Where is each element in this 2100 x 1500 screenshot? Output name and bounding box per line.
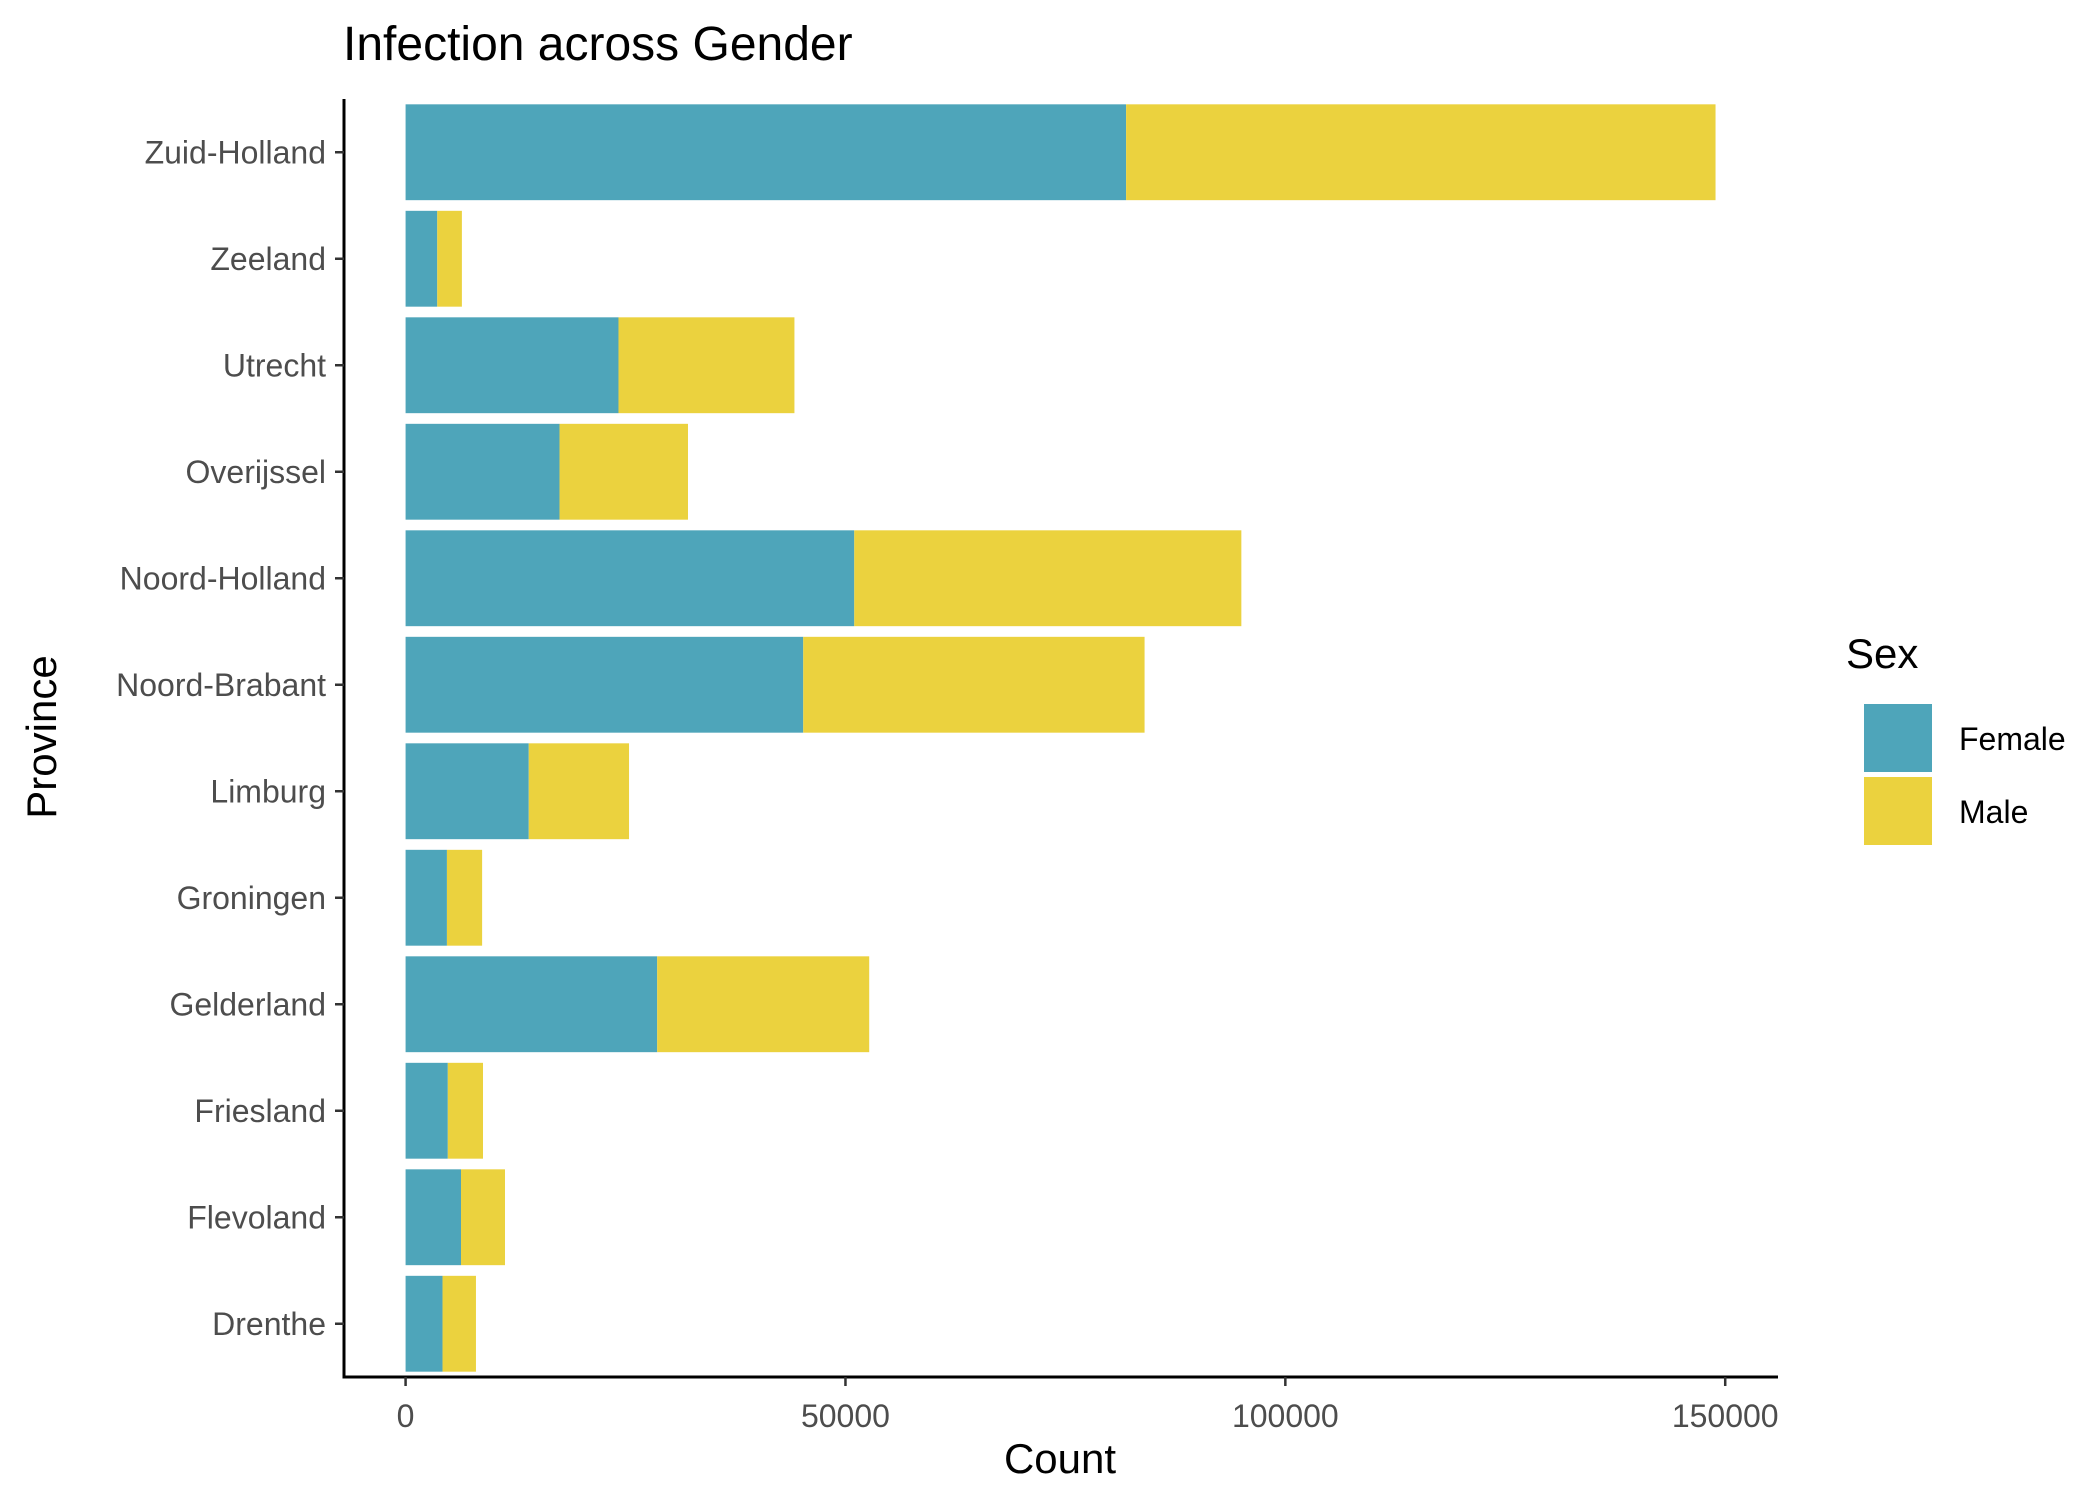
x-axis-title: Count bbox=[1004, 1435, 1116, 1482]
y-tick-label: Overijssel bbox=[186, 454, 326, 490]
bar-male-friesland bbox=[447, 1062, 484, 1159]
x-tick-label: 150000 bbox=[1672, 1398, 1779, 1434]
bar-female-flevoland bbox=[405, 1169, 462, 1266]
bar-female-noord-holland bbox=[405, 530, 855, 627]
bar-female-gelderland bbox=[405, 956, 658, 1053]
legend-title: Sex bbox=[1846, 630, 1918, 677]
bar-male-zeeland bbox=[437, 210, 462, 307]
chart-title: Infection across Gender bbox=[343, 18, 853, 71]
bar-male-limburg bbox=[528, 743, 630, 840]
y-tick-label: Gelderland bbox=[169, 986, 326, 1022]
y-tick-label: Flevoland bbox=[187, 1199, 326, 1235]
bar-male-zuid-holland bbox=[1126, 104, 1716, 201]
bar-female-noord-brabant bbox=[405, 636, 804, 733]
bar-female-utrecht bbox=[405, 317, 619, 414]
legend-label-female: Female bbox=[1959, 721, 2066, 757]
x-tick-label: 0 bbox=[397, 1398, 415, 1434]
bar-female-zuid-holland bbox=[405, 104, 1127, 201]
x-tick-label: 100000 bbox=[1232, 1398, 1339, 1434]
bar-male-overijssel bbox=[559, 423, 688, 520]
bar-male-flevoland bbox=[461, 1169, 505, 1266]
y-tick-label: Zuid-Holland bbox=[145, 134, 326, 170]
y-tick-label: Noord-Brabant bbox=[116, 667, 326, 703]
bar-female-zeeland bbox=[405, 210, 438, 307]
bar-female-overijssel bbox=[405, 423, 560, 520]
legend-key-female bbox=[1864, 704, 1932, 772]
y-tick-label: Friesland bbox=[194, 1093, 326, 1129]
bar-female-drenthe bbox=[405, 1275, 443, 1372]
bar-male-drenthe bbox=[442, 1275, 476, 1372]
legend-key-male bbox=[1864, 777, 1932, 845]
bar-male-groningen bbox=[446, 849, 483, 946]
bar-male-noord-brabant bbox=[803, 636, 1145, 733]
bar-male-utrecht bbox=[618, 317, 795, 414]
y-tick-label: Drenthe bbox=[212, 1306, 326, 1342]
y-tick-label: Noord-Holland bbox=[120, 560, 326, 596]
bar-female-groningen bbox=[405, 849, 447, 946]
y-tick-label: Zeeland bbox=[210, 241, 326, 277]
y-axis-title: Province bbox=[18, 655, 65, 818]
x-axis-ticks: 0 50000 100000 150000 bbox=[397, 1377, 1779, 1434]
x-tick-label: 50000 bbox=[801, 1398, 890, 1434]
y-tick-label: Utrecht bbox=[223, 347, 326, 383]
legend-label-male: Male bbox=[1959, 794, 2028, 830]
y-axis-ticks: Zuid-Holland Zeeland Utrecht Overijssel Noor… bbox=[116, 134, 344, 1342]
y-tick-label: Groningen bbox=[177, 880, 326, 916]
bar-female-friesland bbox=[405, 1062, 448, 1159]
legend: Sex Female Male bbox=[1846, 630, 2066, 845]
y-tick-label: Limburg bbox=[210, 773, 326, 809]
bar-male-gelderland bbox=[657, 956, 870, 1053]
bars bbox=[405, 104, 1716, 1372]
bar-female-limburg bbox=[405, 743, 529, 840]
bar-male-noord-holland bbox=[854, 530, 1242, 627]
